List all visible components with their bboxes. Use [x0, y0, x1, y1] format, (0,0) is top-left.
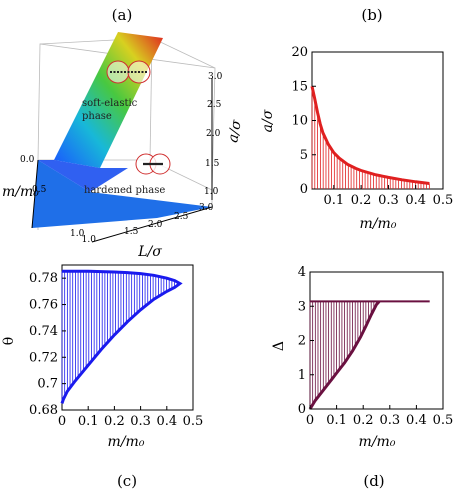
x-tick-label: 0.1	[326, 413, 347, 428]
panel-c-chart: 0 0.1 0.2 0.3 0.4 0.5 0.68 0.7 0.72 0.74 0.76 0.78…	[1, 264, 203, 450]
x-tick-label: 0.2	[351, 193, 372, 208]
svg-text:2.5: 2.5	[207, 100, 222, 110]
panel-label-d: (d)	[363, 472, 384, 490]
panel-label-a: (a)	[112, 6, 133, 24]
x-ticks-d: 0 0.1 0.2 0.3 0.4 0.5	[306, 405, 453, 428]
y-tick-label: 15	[291, 79, 308, 94]
panel-label-b: (b)	[361, 6, 382, 24]
x-axis-label-a: L/σ	[137, 244, 162, 260]
svg-text:0.0: 0.0	[20, 155, 35, 165]
x-tick-label: 0.4	[405, 193, 426, 208]
panel-b-chart: 0.1 0.2 0.3 0.4 0.5 0 5 10 15 20 m/m₀ a/σ	[260, 45, 453, 232]
x-tick-label: 0	[58, 414, 66, 429]
y-tick-label: 0	[300, 182, 308, 197]
x-tick-label: 0.1	[323, 193, 344, 208]
z-axis-label-a: a/σ	[225, 118, 245, 143]
x-axis-line-a	[91, 206, 213, 243]
y-tick-label: 0.72	[29, 350, 58, 365]
hardened-phase-plane	[32, 160, 212, 228]
y-axis-label-c: θ	[1, 337, 17, 345]
x-tick-label: 0.1	[78, 414, 99, 429]
y-ticks-b: 0 5 10 15 20	[291, 45, 316, 197]
y-axis-label-d: Δ	[271, 341, 287, 351]
svg-text:0.5: 0.5	[32, 185, 47, 195]
y-tick-label: 2	[298, 334, 306, 349]
x-ticks-b: 0.1 0.2 0.3 0.4 0.5	[323, 185, 453, 208]
y-axis-label-a: m/m₀	[2, 184, 39, 200]
plot-frame-d	[309, 271, 444, 410]
panel-d-chart: 0 0.1 0.2 0.3 0.4 0.5 0 1 2 3 4 m/m₀ Δ	[271, 265, 453, 450]
hatch-fill-c	[61, 271, 178, 404]
x-tick-label: 0.2	[104, 414, 125, 429]
hatch-fill-b	[311, 86, 430, 189]
soft-elastic-label-line2: phase	[82, 111, 112, 122]
y-ticks-a: 0.0 0.5 1.0	[20, 155, 85, 239]
svg-text:1.5: 1.5	[205, 159, 220, 169]
dimer-icon-hard	[135, 153, 171, 175]
x-tick-label: 0.4	[156, 414, 177, 429]
y-tick-label: 1	[298, 368, 306, 383]
panel-a-3d-plot: 1.0 1.5 2.0 2.5 3.0 0.0 0.5 1.0 1.0 1.5 …	[2, 32, 245, 260]
y-tick-label: 0.74	[29, 324, 58, 339]
curve-d	[308, 300, 381, 410]
svg-text:3.0: 3.0	[208, 72, 223, 82]
x-axis-label-c: m/m₀	[108, 434, 145, 450]
y-tick-label: 20	[291, 45, 308, 60]
y-tick-label: 3	[298, 299, 306, 314]
y-tick-label: 5	[300, 148, 308, 163]
svg-text:2.0: 2.0	[206, 129, 221, 139]
y-tick-label: 10	[291, 114, 308, 129]
svg-text:1.0: 1.0	[70, 229, 85, 239]
y-tick-label: 0.76	[29, 298, 58, 313]
svg-text:3.0: 3.0	[199, 203, 214, 213]
svg-text:1.0: 1.0	[204, 187, 219, 197]
y-ticks-d: 0 1 2 3 4	[298, 265, 314, 417]
x-tick-label: 0.3	[130, 414, 151, 429]
y-tick-label: 0.78	[29, 271, 58, 286]
x-tick-label: 0.5	[433, 413, 454, 428]
x-tick-label: 0.5	[433, 193, 454, 208]
svg-text:1.5: 1.5	[124, 227, 139, 237]
x-tick-label: 0.2	[353, 413, 374, 428]
curve-c	[60, 269, 183, 404]
x-axis-label-b: m/m₀	[360, 216, 397, 232]
y-axis-line-a	[31, 159, 39, 229]
x-tick-label: 0.4	[406, 413, 427, 428]
panel-label-c: (c)	[117, 472, 137, 490]
svg-text:1.0: 1.0	[82, 235, 97, 245]
y-axis-label-b: a/σ	[260, 109, 276, 132]
x-tick-label: 0.5	[183, 414, 204, 429]
x-ticks-a: 1.0 1.5 2.0 2.5 3.0	[82, 203, 214, 245]
x-tick-label: 0.3	[379, 413, 400, 428]
svg-text:2.5: 2.5	[174, 212, 189, 222]
x-axis-label-d: m/m₀	[359, 434, 396, 450]
y-tick-label: 0.7	[37, 377, 58, 392]
y-ticks-c: 0.68 0.7 0.72 0.74 0.76 0.78	[29, 271, 66, 418]
svg-text:2.0: 2.0	[148, 220, 163, 230]
dimer-icon-soft	[106, 60, 151, 84]
z-ticks-a: 1.0 1.5 2.0 2.5 3.0	[204, 72, 223, 197]
soft-elastic-label-line1: soft-elastic	[82, 98, 138, 109]
curve-b	[310, 85, 430, 185]
hardened-phase-label: hardened phase	[84, 185, 165, 196]
y-tick-label: 0.68	[29, 403, 58, 418]
y-tick-label: 4	[298, 265, 306, 280]
surface-base	[38, 160, 128, 192]
x-tick-label: 0.3	[378, 193, 399, 208]
x-ticks-c: 0 0.1 0.2 0.3 0.4 0.5	[58, 406, 203, 429]
y-tick-label: 0	[298, 402, 306, 417]
x-tick-label: 0	[306, 413, 314, 428]
